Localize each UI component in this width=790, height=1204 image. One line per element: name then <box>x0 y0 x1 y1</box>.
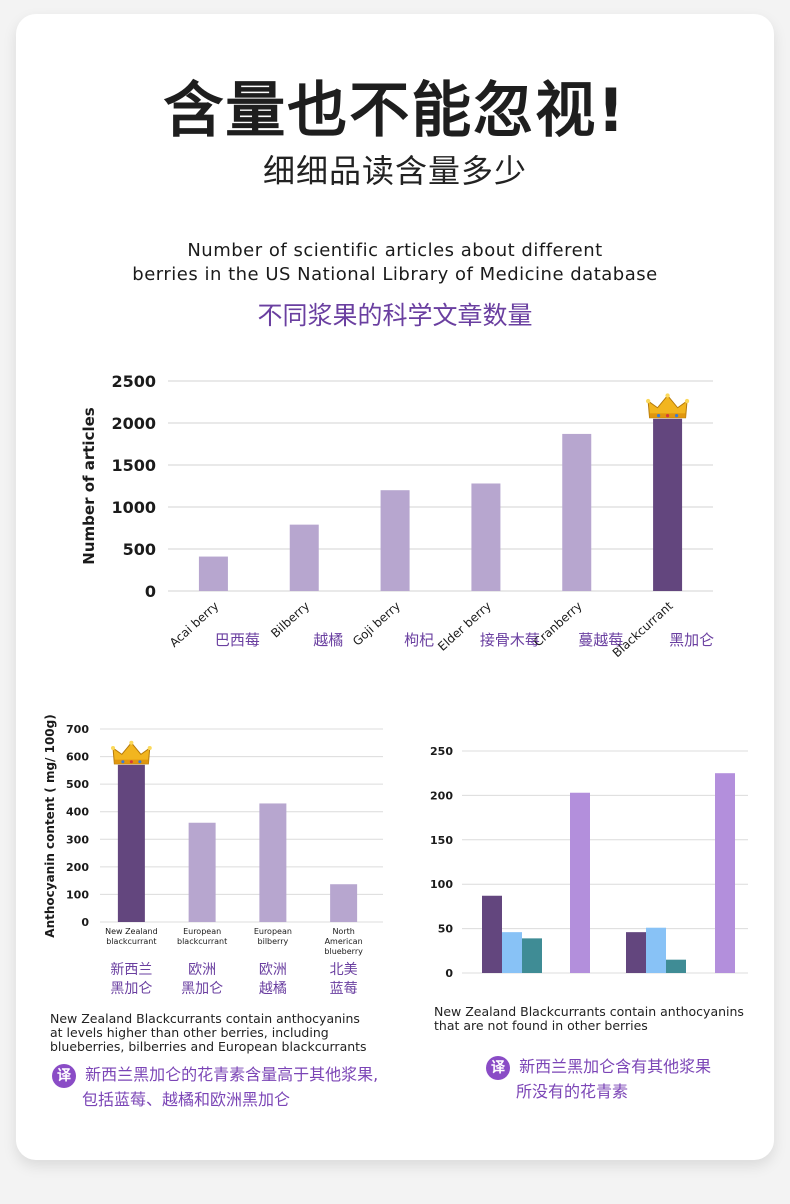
y-tick-label: 50 <box>438 923 454 936</box>
y-tick-label: 0 <box>81 916 89 929</box>
x-tick-label: European <box>254 927 292 936</box>
translate-icon: 译 <box>486 1056 510 1080</box>
bar <box>188 822 216 922</box>
chart3-note-cn: 译 新西兰黑加仑含有其他浆果 所没有的花青素 <box>486 1055 766 1104</box>
chart2-note-line1: 新西兰黑加仑的花青素含量高于其他浆果, <box>85 1065 379 1084</box>
translate-icon: 译 <box>52 1064 76 1088</box>
x-tick-label: Acai berry <box>167 599 222 650</box>
chart1-title-en: Number of scientific articles about diff… <box>0 239 790 287</box>
x-tick-label: New Zealand <box>105 927 158 936</box>
headline: 含量也不能忽视! <box>163 76 627 146</box>
x-tick-label-cn: 蓝莓 <box>330 981 358 997</box>
bar <box>715 773 735 973</box>
bar <box>562 433 592 591</box>
y-tick-label: 100 <box>66 888 89 901</box>
x-tick-label: blackcurrant <box>177 937 227 946</box>
chart2-note-cn: 译 新西兰黑加仑的花青素含量高于其他浆果, 包括蓝莓、越橘和欧洲黑加仑 <box>52 1063 397 1112</box>
chart3-note-line2: 所没有的花青素 <box>516 1082 629 1101</box>
y-tick-label: 2500 <box>111 372 156 391</box>
y-tick-label: 500 <box>66 778 89 791</box>
bar <box>626 932 646 973</box>
x-tick-label-cn: 枸杞 <box>404 631 434 649</box>
x-tick-label-cn: 欧洲 <box>259 962 287 978</box>
y-tick-label: 0 <box>445 967 453 980</box>
y-tick-label: 100 <box>430 878 453 891</box>
x-tick-label: Blackcurrant <box>610 599 676 660</box>
x-tick-label-cn: 巴西莓 <box>215 631 260 649</box>
chart3-caption-line1: New Zealand Blackcurrants contain anthoc… <box>434 1004 744 1019</box>
bar <box>259 803 287 922</box>
x-tick-label-cn: 黑加仑 <box>669 631 714 649</box>
x-tick-label-cn: 越橘 <box>313 631 343 649</box>
y-tick-label: 200 <box>430 789 453 802</box>
bar <box>653 418 683 591</box>
chart2-caption-line2: at levels higher than other berries, inc… <box>50 1025 329 1040</box>
bar <box>471 483 501 591</box>
crown-icon <box>110 740 152 765</box>
x-tick-label-cn: 欧洲 <box>188 962 216 978</box>
x-tick-label: bilberry <box>258 937 289 946</box>
unique-anthocyanin-bar-chart: 0 50 100 150 200 250 <box>430 745 748 980</box>
subheadline: 细细品读含量多少 <box>262 152 527 190</box>
x-tick-label-cn: 黑加仑 <box>181 981 223 997</box>
bar <box>380 490 410 591</box>
bar <box>330 884 358 922</box>
bar <box>666 959 686 973</box>
x-tick-label: American <box>325 937 363 946</box>
chart2-caption-line1: New Zealand Blackcurrants contain anthoc… <box>50 1011 360 1026</box>
bar <box>646 927 666 973</box>
y-tick-label: 200 <box>66 861 89 874</box>
chart3-note-line1: 新西兰黑加仑含有其他浆果 <box>519 1057 712 1076</box>
bar <box>570 792 590 973</box>
x-tick-label-cn: 接骨木莓 <box>480 631 540 649</box>
x-tick-label: Goji berry <box>350 599 403 649</box>
y-tick-label: 400 <box>66 806 89 819</box>
chart2-note-line2: 包括蓝莓、越橘和欧洲黑加仑 <box>82 1090 291 1109</box>
y-tick-label: 600 <box>66 751 89 764</box>
y-tick-label: 300 <box>66 833 89 846</box>
chart2-caption-en: New Zealand Blackcurrants contain anthoc… <box>50 1012 395 1054</box>
chart1-title-cn: 不同浆果的科学文章数量 <box>257 301 533 330</box>
chart3-caption-line2: that are not found in other berries <box>434 1018 648 1033</box>
bar <box>289 524 319 591</box>
y-tick-label: 1000 <box>111 498 156 517</box>
bar <box>482 895 502 973</box>
x-tick-label: European <box>183 927 221 936</box>
y-tick-label: 500 <box>123 540 156 559</box>
y-tick-label: 2000 <box>111 414 156 433</box>
y-axis-label: Number of articles <box>80 407 98 564</box>
articles-bar-chart: 0 500 1000 1500 2000 2500 Number of articles Ac… <box>80 372 714 660</box>
chart1-title-line2: berries in the US National Library of Me… <box>132 264 658 285</box>
y-tick-label: 150 <box>430 834 453 847</box>
chart2-caption-line3: blueberries, bilberries and European bla… <box>50 1039 367 1054</box>
y-tick-label: 1500 <box>111 456 156 475</box>
bar <box>198 556 228 591</box>
y-tick-label: 700 <box>66 723 89 736</box>
x-tick-label-cn: 新西兰 <box>110 962 152 978</box>
anthocyanin-bar-chart: 0 100 200 300 400 500 600 700 Anthocyanin conten… <box>43 714 383 997</box>
y-tick-label: 250 <box>430 745 453 758</box>
bar <box>117 764 145 922</box>
x-tick-label-cn: 蔓越莓 <box>578 631 623 649</box>
crown-icon <box>645 393 690 419</box>
x-tick-label-cn: 黑加仑 <box>110 981 152 997</box>
x-tick-label-cn: 越橘 <box>259 981 287 997</box>
chart1-title-line1: Number of scientific articles about diff… <box>187 240 603 261</box>
x-tick-label: North <box>332 927 354 936</box>
bar <box>522 938 542 973</box>
x-tick-label: Bilberry <box>268 599 312 641</box>
x-tick-label: blackcurrant <box>106 937 156 946</box>
bar <box>502 932 522 973</box>
y-axis-label: Anthocyanin content ( mg/ 100g) <box>43 714 57 937</box>
y-tick-label: 0 <box>145 582 156 601</box>
x-tick-label: blueberry <box>324 947 363 956</box>
x-tick-label-cn: 北美 <box>330 962 358 978</box>
x-tick-label: Cranberry <box>531 599 585 650</box>
chart3-caption-en: New Zealand Blackcurrants contain anthoc… <box>434 1005 764 1033</box>
